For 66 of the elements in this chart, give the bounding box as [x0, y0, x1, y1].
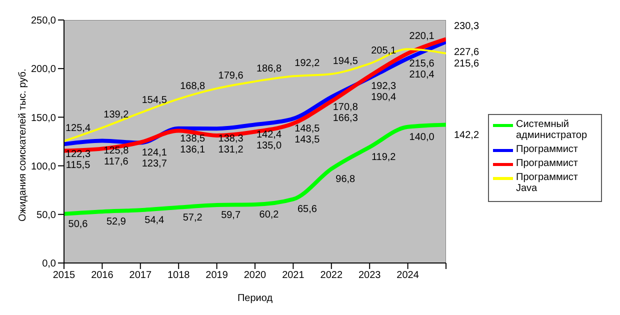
data-label: 230,3 — [454, 21, 480, 32]
data-label: 142,2 — [454, 130, 480, 141]
data-label: 142,4 — [256, 130, 282, 141]
x-axis-title: Период — [237, 293, 273, 304]
data-label: 186,8 — [256, 63, 282, 74]
data-label: 136,1 — [180, 144, 206, 156]
legend-label: Системный администратор — [516, 118, 588, 140]
data-label: 119,2 — [371, 152, 396, 164]
x-tick-label: 2022 — [320, 270, 343, 282]
x-tick-label: 2023 — [358, 270, 382, 282]
data-label: 57,2 — [182, 212, 203, 224]
data-label: 215,6 — [454, 58, 480, 70]
data-label: 192,2 — [294, 58, 320, 70]
data-label: 125,8 — [104, 146, 130, 157]
data-label: 52,9 — [106, 216, 126, 228]
data-label: 143,5 — [294, 134, 320, 146]
data-label: 117,6 — [104, 156, 129, 168]
data-label: 220,1 — [409, 31, 435, 42]
data-label: 139,2 — [104, 110, 130, 121]
data-label: 227,6 — [454, 46, 480, 58]
legend-label: Программист — [516, 144, 578, 154]
data-label: 125,4 — [65, 123, 91, 134]
data-label: 140,0 — [409, 132, 435, 143]
data-label: 192,3 — [371, 81, 397, 92]
data-label: 179,6 — [218, 70, 244, 82]
data-label: 65,6 — [297, 204, 318, 216]
data-label: 138,5 — [180, 133, 206, 144]
data-label: 205,1 — [371, 46, 397, 57]
data-label: 154,5 — [142, 94, 168, 106]
x-tick-label: 2016 — [91, 270, 114, 282]
x-tick-label: 2017 — [129, 270, 152, 282]
x-tick-label: 1018 — [167, 270, 190, 282]
data-label: 166,3 — [332, 112, 358, 124]
data-label: 135,0 — [256, 140, 282, 152]
data-label: 131,2 — [218, 144, 244, 156]
data-label: 123,7 — [142, 158, 168, 170]
data-label: 215,6 — [409, 58, 435, 70]
legend-label: Программист — [516, 158, 578, 168]
y-tick-label: 100,0 — [30, 161, 56, 172]
x-tick-label: 2021 — [282, 270, 305, 282]
x-tick-label: 2020 — [244, 270, 267, 282]
y-tick-label: 150,0 — [30, 112, 56, 124]
x-tick-label: 2019 — [206, 270, 228, 282]
data-label: 54,4 — [144, 215, 165, 226]
data-label: 122,3 — [65, 149, 91, 160]
data-label: 168,8 — [180, 80, 206, 92]
x-tick-label: 2024 — [396, 270, 420, 282]
data-label: 190,4 — [371, 92, 397, 104]
y-tick-label: 250,0 — [30, 16, 56, 27]
y-axis-title: Ожидания соискателей тыс. руб. — [18, 68, 29, 222]
legend-label: Программист Java — [516, 172, 579, 194]
y-tick-label: 200,0 — [30, 64, 56, 76]
x-tick-label: 2015 — [52, 270, 76, 282]
data-label: 148,5 — [294, 124, 320, 135]
data-label: 210,4 — [409, 69, 435, 80]
data-label: 59,7 — [221, 210, 241, 221]
data-label: 138,3 — [218, 134, 244, 145]
data-label: 96,8 — [336, 174, 356, 185]
y-tick-label: 0,0 — [42, 258, 56, 270]
data-label: 50,6 — [68, 218, 88, 230]
data-label: 115,5 — [66, 160, 91, 172]
data-label: 194,5 — [332, 56, 358, 67]
data-label: 124,1 — [142, 147, 168, 158]
y-tick-label: 50,0 — [36, 210, 56, 221]
data-label: 60,2 — [259, 209, 280, 220]
data-label: 170,8 — [332, 102, 358, 113]
